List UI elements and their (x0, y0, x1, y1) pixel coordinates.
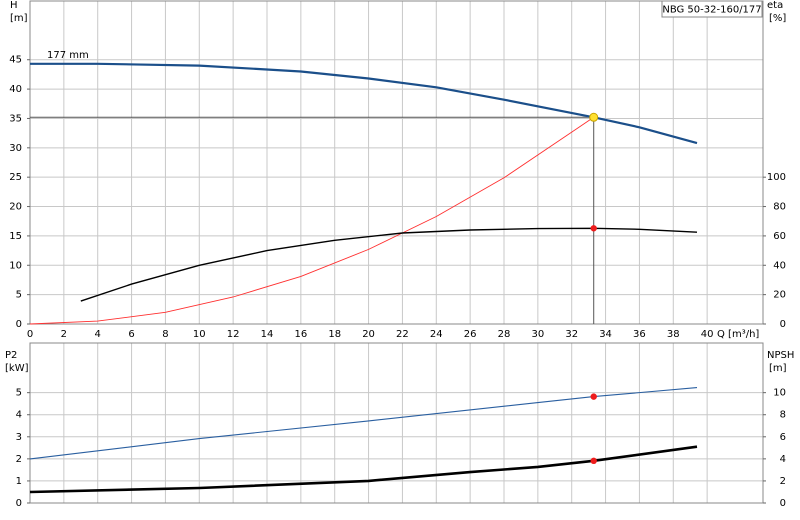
x-tick-label: 12 (227, 329, 240, 340)
x-tick-label: 0 (27, 329, 33, 340)
y-tick-label: 1 (16, 476, 22, 487)
y2-tick-label: 0 (780, 498, 786, 509)
y-tick-label: 0 (16, 319, 22, 330)
x-tick-label: 34 (599, 329, 612, 340)
x-tick-label: 26 (464, 329, 477, 340)
duty-point-y (590, 393, 597, 400)
y2-tick-label: 6 (780, 432, 786, 443)
y2-axis-label: NPSH (767, 350, 794, 361)
y2-tick-label: 60 (773, 231, 786, 242)
x-tick-label: 10 (193, 329, 206, 340)
x-tick-label: 18 (328, 329, 341, 340)
y-tick-label: 0 (16, 498, 22, 509)
y2-tick-label: 2 (780, 476, 786, 487)
y-tick-label: 45 (9, 55, 22, 66)
plot-frame (29, 0, 764, 325)
y2-axis-unit: [%] (769, 13, 786, 24)
y-axis-unit: [m] (10, 13, 28, 24)
y-tick-label: 20 (9, 202, 22, 213)
y-tick-label: 10 (9, 260, 22, 271)
y2-tick-label: 0 (780, 319, 786, 330)
y-tick-label: 5 (16, 388, 22, 399)
y-axis-label: P2 (5, 350, 17, 361)
x-tick-label: 32 (565, 329, 578, 340)
y-tick-label: 5 (16, 290, 22, 301)
x-tick-label: 2 (61, 329, 67, 340)
x-tick-label: 24 (430, 329, 443, 340)
y-tick-label: 30 (9, 143, 22, 154)
y-tick-label: 2 (16, 454, 22, 465)
chart-title: NBG 50-32-160/177 (662, 5, 761, 16)
duty-point-y2 (590, 225, 597, 232)
x-tick-label: 36 (633, 329, 646, 340)
x-tick-label: 40 (701, 329, 714, 340)
y2-axis-unit: [m] (769, 363, 787, 374)
y-axis-label: H (10, 0, 18, 11)
y-axis-unit: [kW] (5, 363, 29, 374)
y2-axis-label: eta (767, 0, 783, 11)
plot-area (30, 1, 763, 324)
x-tick-label: 16 (294, 329, 307, 340)
x-tick-label: 38 (667, 329, 680, 340)
y2-tick-label: 4 (780, 454, 786, 465)
y-tick-label: 40 (9, 84, 22, 95)
y2-tick-label: 20 (773, 290, 786, 301)
curve (30, 62, 698, 145)
curve (80, 227, 698, 302)
plot-frame (29, 342, 764, 504)
curve-annotation: 177 mm (47, 50, 89, 61)
x-tick-label: 6 (128, 329, 134, 340)
y2-tick-label: 10 (773, 388, 786, 399)
y2-tick-label: 80 (773, 202, 786, 213)
x-tick-label: 20 (362, 329, 375, 340)
duty-point-y2 (590, 457, 597, 465)
x-tick-label: 14 (261, 329, 274, 340)
y-tick-label: 3 (16, 432, 22, 443)
curve (29, 387, 698, 460)
y-tick-label: 4 (16, 410, 22, 421)
y2-tick-label: 100 (767, 172, 786, 183)
plot-area (30, 343, 763, 503)
title-box (661, 0, 763, 18)
y-tick-label: 15 (9, 231, 22, 242)
x-tick-label: 22 (396, 329, 409, 340)
y2-tick-label: 40 (773, 260, 786, 271)
x-tick-label: 30 (531, 329, 544, 340)
y-tick-label: 35 (9, 113, 22, 124)
y2-tick-label: 8 (780, 410, 786, 421)
x-axis-label: Q [m³/h] (717, 329, 759, 340)
duty-point-y (589, 112, 599, 122)
y-tick-label: 25 (9, 172, 22, 183)
x-tick-label: 28 (498, 329, 511, 340)
x-tick-label: 8 (162, 329, 168, 340)
curve (29, 116, 594, 325)
x-tick-label: 4 (95, 329, 101, 340)
